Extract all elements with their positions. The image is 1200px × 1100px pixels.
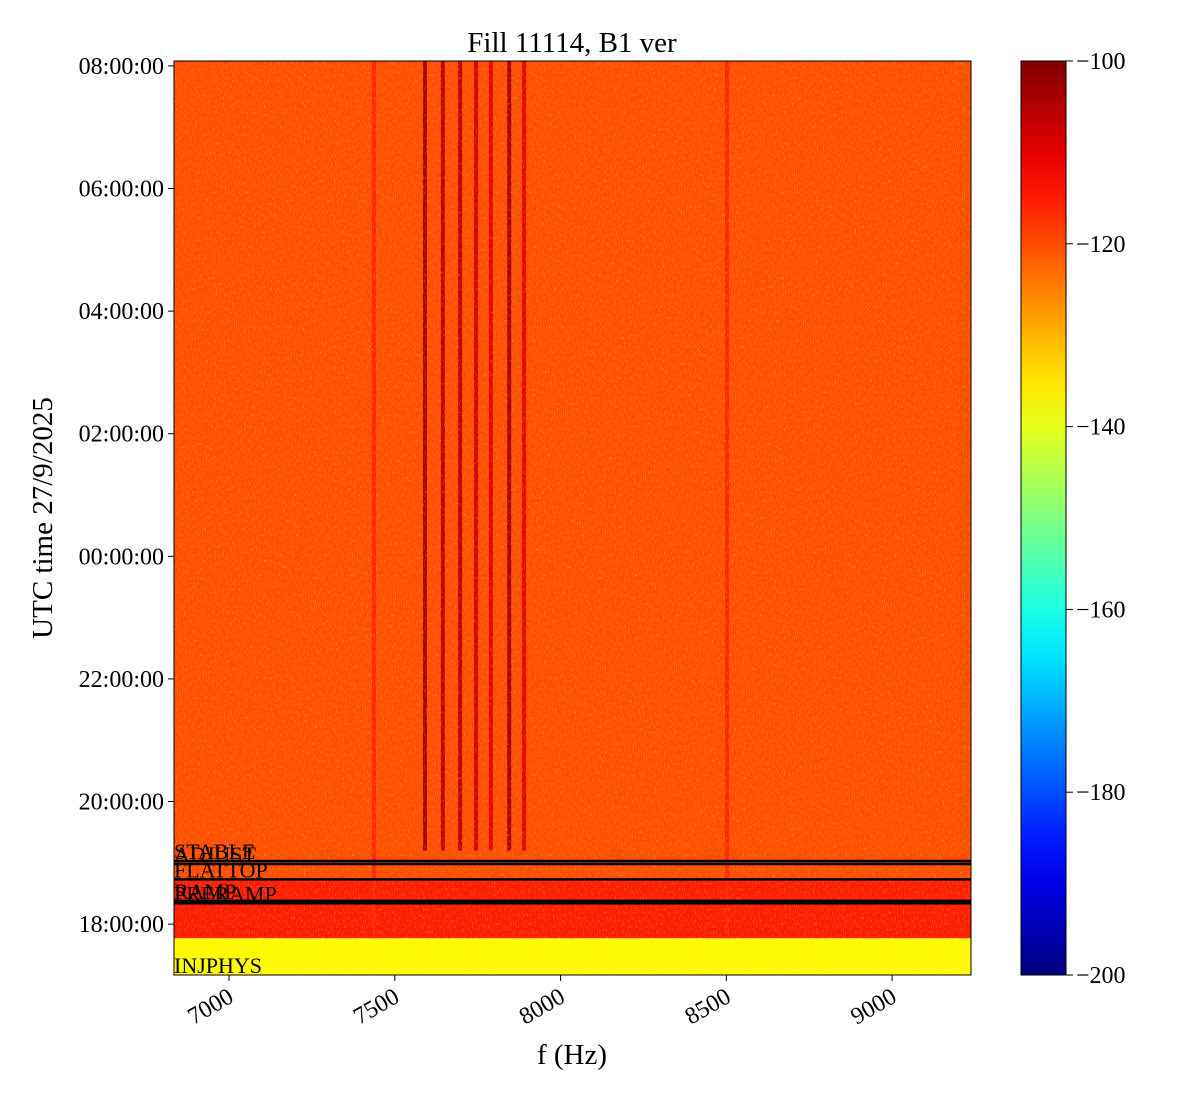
colorbar-tick-label: −180 xyxy=(1076,780,1126,806)
y-tick-label: 00:00:00 xyxy=(79,544,164,570)
mode-label: FLATTOP xyxy=(174,857,268,882)
mode-label: STABLE xyxy=(174,839,255,864)
y-tick-label: 04:00:00 xyxy=(79,299,164,325)
x-tick-label: 7500 xyxy=(349,984,404,1031)
colorbar-tick-label: −200 xyxy=(1076,963,1126,989)
colorbar xyxy=(1020,60,1067,976)
spectrogram-region xyxy=(174,61,971,880)
x-axis-label: f (Hz) xyxy=(537,1039,607,1071)
y-tick-label: 20:00:00 xyxy=(79,790,164,816)
plot-area xyxy=(174,61,971,975)
y-tick-label: 02:00:00 xyxy=(79,422,164,448)
y-tick-label: 22:00:00 xyxy=(79,667,164,693)
mode-label: PRERAMP xyxy=(174,881,277,906)
colorbar-tick-label: −100 xyxy=(1076,49,1126,75)
chart-title: Fill 11114, B1 ver xyxy=(467,27,677,59)
mode-label: ADJUST xyxy=(174,842,256,867)
colorbar-tick-label: −120 xyxy=(1076,232,1126,258)
x-tick-label: 9000 xyxy=(847,984,902,1031)
y-axis-label: UTC time 27/9/2025 xyxy=(27,397,59,639)
colorbar-tick-label: −160 xyxy=(1076,597,1126,623)
spectrogram-region xyxy=(174,879,971,939)
mode-label: INJPHYS xyxy=(174,953,262,978)
plot-frame xyxy=(173,60,972,976)
x-tick-label: 8000 xyxy=(515,984,570,1031)
spectrogram-region xyxy=(174,938,971,975)
x-tick-label: 8500 xyxy=(681,984,736,1031)
y-tick-label: 18:00:00 xyxy=(79,912,164,938)
x-tick-label: 7000 xyxy=(183,984,238,1031)
mode-label: RAMP xyxy=(174,879,236,904)
y-tick-label: 08:00:00 xyxy=(79,54,164,80)
colorbar-tick-label: −140 xyxy=(1076,415,1126,441)
y-tick-label: 06:00:00 xyxy=(79,177,164,203)
